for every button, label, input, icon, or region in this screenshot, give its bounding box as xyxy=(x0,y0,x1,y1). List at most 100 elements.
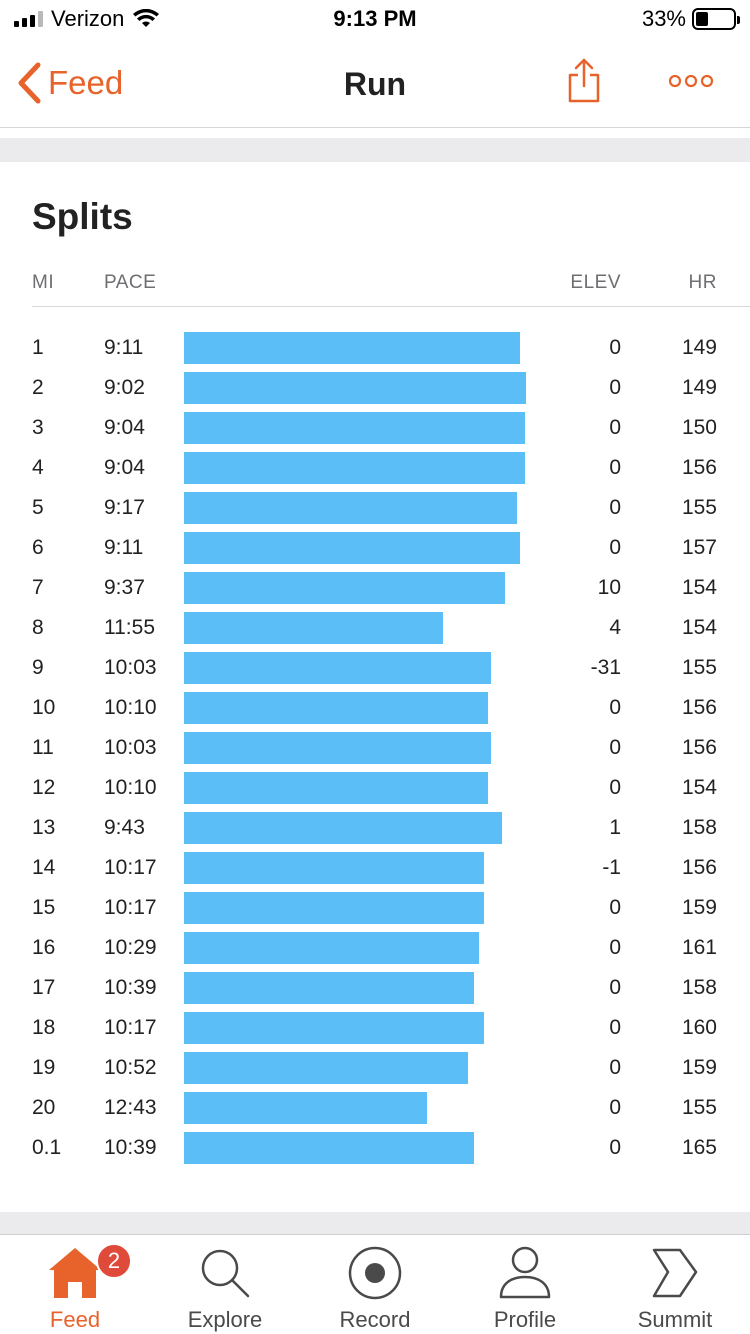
split-heart-rate: 161 xyxy=(681,936,717,959)
split-elevation: 0 xyxy=(609,336,621,359)
split-pace: 10:03 xyxy=(104,656,157,679)
split-row: 18 10:17 0 160 xyxy=(0,1008,750,1048)
splits-table: 1 9:11 0 149 2 9:02 0 149 3 9:04 0 150 4 9:04 0 156 5 9:1… xyxy=(0,328,750,1168)
split-row: 15 10:17 0 159 xyxy=(0,888,750,928)
home-icon xyxy=(49,1248,101,1298)
split-pace: 10:17 xyxy=(104,856,157,879)
split-mile: 17 xyxy=(32,976,56,999)
split-heart-rate: 155 xyxy=(681,656,717,679)
tab-profile-icon-wrap xyxy=(493,1243,557,1303)
split-elevation: 4 xyxy=(609,616,621,639)
tab-summit[interactable]: Summit xyxy=(600,1235,750,1334)
split-mile: 16 xyxy=(32,936,56,959)
pace-bar xyxy=(184,932,479,964)
split-heart-rate: 159 xyxy=(681,1056,717,1079)
split-heart-rate: 156 xyxy=(681,736,717,759)
pace-bar xyxy=(184,532,520,564)
pace-bar-track xyxy=(184,532,544,564)
split-mile: 2 xyxy=(32,376,44,399)
split-pace: 9:43 xyxy=(104,816,145,839)
carrier-label: Verizon xyxy=(51,6,125,31)
tab-record[interactable]: Record xyxy=(300,1235,450,1334)
split-pace: 9:04 xyxy=(104,456,145,479)
tab-profile[interactable]: Profile xyxy=(450,1235,600,1334)
pace-bar-track xyxy=(184,692,544,724)
navigation-bar: Feed Run xyxy=(0,40,750,128)
more-options-button[interactable] xyxy=(668,74,714,93)
split-pace: 10:10 xyxy=(104,776,157,799)
split-row: 7 9:37 10 154 xyxy=(0,568,750,608)
record-icon xyxy=(348,1246,402,1300)
pace-bar-track xyxy=(184,572,544,604)
split-heart-rate: 155 xyxy=(681,1096,717,1119)
pace-bar-track xyxy=(184,972,544,1004)
split-pace: 9:37 xyxy=(104,576,145,599)
split-heart-rate: 157 xyxy=(681,536,717,559)
split-row: 16 10:29 0 161 xyxy=(0,928,750,968)
section-divider xyxy=(0,1212,750,1234)
split-pace: 10:29 xyxy=(104,936,157,959)
split-row: 13 9:43 1 158 xyxy=(0,808,750,848)
split-elevation: 0 xyxy=(609,1136,621,1159)
summit-icon xyxy=(652,1248,698,1298)
split-heart-rate: 154 xyxy=(681,776,717,799)
split-pace: 10:52 xyxy=(104,1056,157,1079)
split-mile: 14 xyxy=(32,856,56,879)
split-heart-rate: 158 xyxy=(681,816,717,839)
pace-bar xyxy=(184,1012,484,1044)
split-mile: 18 xyxy=(32,1016,56,1039)
tab-feed[interactable]: 2 Feed xyxy=(0,1235,150,1334)
pace-bar xyxy=(184,572,505,604)
split-pace: 10:03 xyxy=(104,736,157,759)
split-elevation: 0 xyxy=(609,976,621,999)
pace-bar-track xyxy=(184,772,544,804)
split-mile: 15 xyxy=(32,896,56,919)
back-button[interactable]: Feed xyxy=(16,62,123,104)
pace-bar xyxy=(184,492,517,524)
wifi-icon xyxy=(133,9,160,27)
pace-bar-track xyxy=(184,452,544,484)
split-row: 8 11:55 4 154 xyxy=(0,608,750,648)
status-left: Verizon xyxy=(14,6,160,32)
split-mile: 4 xyxy=(32,456,44,479)
split-heart-rate: 149 xyxy=(681,376,717,399)
split-row: 3 9:04 0 150 xyxy=(0,408,750,448)
split-row: 11 10:03 0 156 xyxy=(0,728,750,768)
tab-record-icon-wrap xyxy=(343,1243,407,1303)
split-mile: 9 xyxy=(32,656,44,679)
split-heart-rate: 154 xyxy=(681,576,717,599)
split-pace: 9:11 xyxy=(104,536,144,559)
split-pace: 10:10 xyxy=(104,696,157,719)
notification-badge: 2 xyxy=(96,1243,132,1279)
tab-label: Feed xyxy=(49,1307,101,1332)
split-elevation: 0 xyxy=(609,1016,621,1039)
split-row: 14 10:17 -1 156 xyxy=(0,848,750,888)
pace-bar-track xyxy=(184,812,544,844)
split-elevation: 0 xyxy=(609,696,621,719)
split-pace: 9:17 xyxy=(104,496,145,519)
tab-explore[interactable]: Explore xyxy=(150,1235,300,1334)
split-elevation: 0 xyxy=(609,416,621,439)
pace-bar-track xyxy=(184,1052,544,1084)
split-heart-rate: 154 xyxy=(681,616,717,639)
profile-icon xyxy=(499,1246,551,1299)
pace-bar xyxy=(184,972,474,1004)
split-mile: 10 xyxy=(32,696,56,719)
split-heart-rate: 150 xyxy=(681,416,717,439)
tab-feed-icon-wrap xyxy=(43,1243,107,1303)
battery-percent: 33% xyxy=(641,6,686,31)
tab-label: Profile xyxy=(493,1307,557,1332)
split-mile: 6 xyxy=(32,536,44,559)
split-mile: 11 xyxy=(32,736,54,759)
tab-label: Record xyxy=(339,1307,411,1332)
share-icon xyxy=(568,58,600,103)
split-elevation: 0 xyxy=(609,456,621,479)
tab-explore-icon-wrap xyxy=(193,1243,257,1303)
split-elevation: 0 xyxy=(609,1096,621,1119)
column-header-mi: MI xyxy=(32,272,55,293)
share-button[interactable] xyxy=(566,56,602,109)
splits-title: Splits xyxy=(32,196,133,237)
split-pace: 11:55 xyxy=(104,616,155,639)
split-row: 2 9:02 0 149 xyxy=(0,368,750,408)
pace-bar xyxy=(184,732,491,764)
